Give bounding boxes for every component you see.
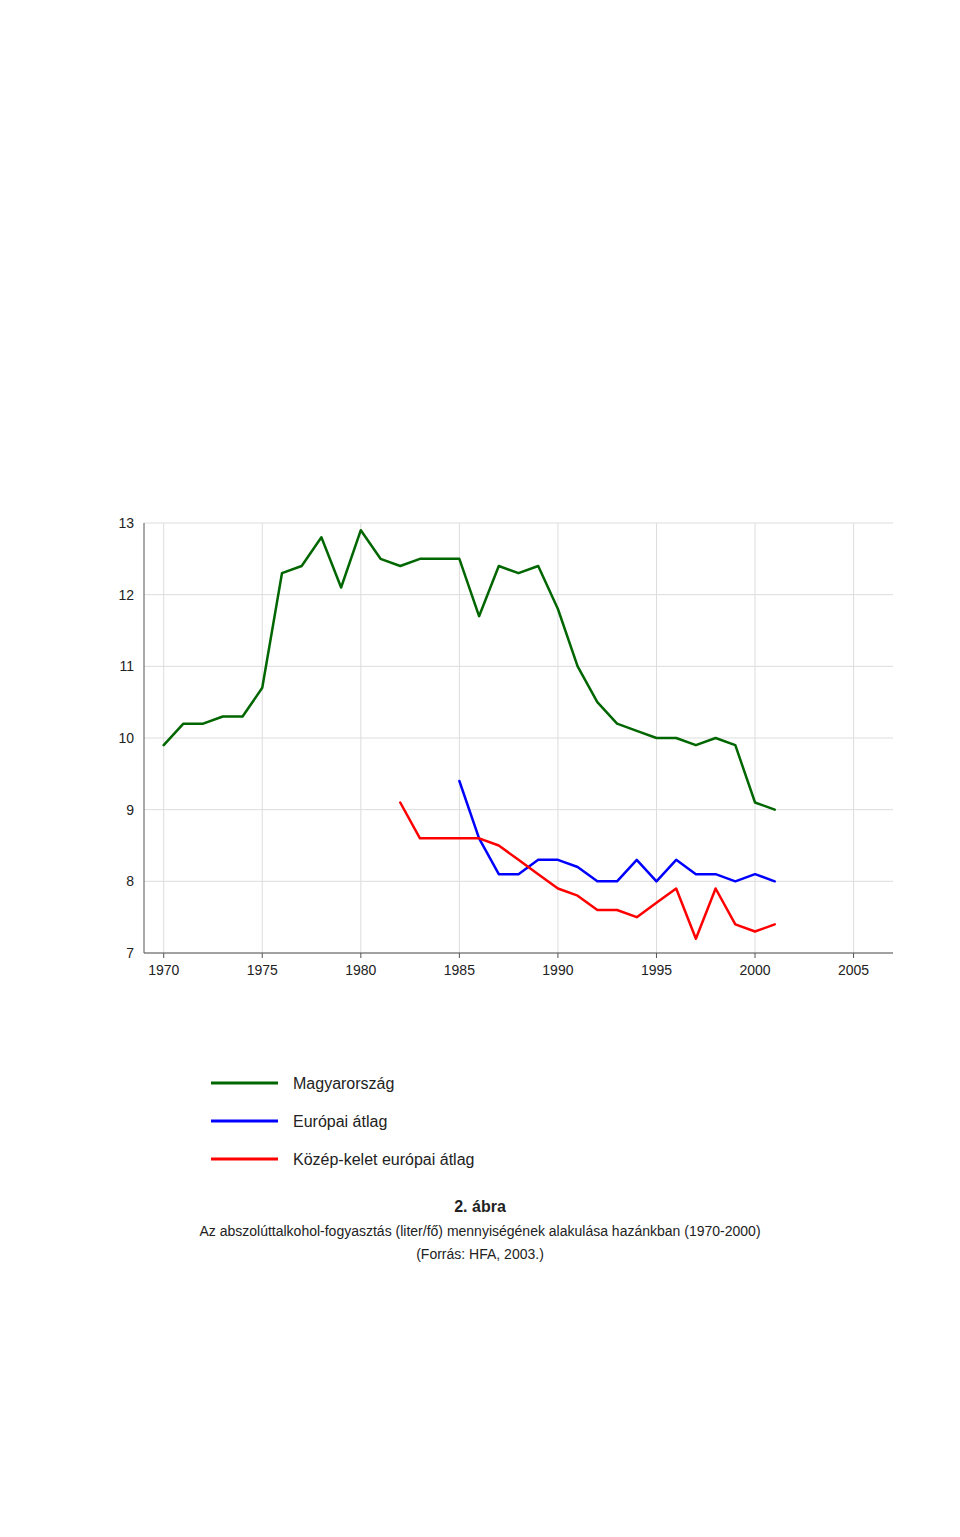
- x-tick-label: 1990: [542, 962, 573, 978]
- y-tick-label: 13: [118, 515, 134, 531]
- x-tick: [163, 953, 164, 958]
- x-tick: [360, 953, 361, 958]
- grid-line-x: [262, 523, 263, 953]
- note: (Forrás: HFA, 2003.): [416, 1246, 544, 1262]
- grid: [144, 523, 893, 953]
- grid-line-y: [144, 809, 893, 810]
- x-tick-label: 1980: [345, 962, 376, 978]
- caption: 2. ábra Az abszolúttalkohol-fogyasztás (l…: [199, 1198, 760, 1262]
- x-tick-label: 1975: [247, 962, 278, 978]
- y-tick-label: 10: [118, 730, 134, 746]
- x-tick-label: 1995: [641, 962, 672, 978]
- y-tick-label: 7: [126, 945, 134, 961]
- subtitle: Az abszolúttalkohol-fogyasztás (liter/fő…: [199, 1223, 760, 1239]
- grid-line-x: [853, 523, 854, 953]
- legend-label: Magyarország: [293, 1075, 394, 1092]
- grid-line-x: [360, 523, 361, 953]
- y-tick-label: 9: [126, 802, 134, 818]
- y-tick-label: 11: [119, 658, 134, 674]
- grid-line-y: [144, 523, 893, 524]
- grid-line-y: [144, 666, 893, 667]
- legend: Magyarország Európai átlag Közép-kelet eur…: [211, 1075, 474, 1168]
- grid-line-y: [144, 881, 893, 882]
- x-tick: [557, 953, 558, 958]
- legend-swatch: [211, 1120, 278, 1123]
- axes: 1970 1975 1980 1985 1990 1995 2000 2005 7 8 9 10 11 1…: [118, 515, 893, 978]
- x-tick-label: 1985: [444, 962, 475, 978]
- legend-swatch: [211, 1082, 278, 1085]
- series-line: [459, 781, 774, 881]
- x-tick: [853, 953, 854, 958]
- x-axis-line: [144, 953, 893, 954]
- x-tick: [459, 953, 460, 958]
- series-line: [164, 530, 775, 810]
- title: 2. ábra: [454, 1198, 506, 1215]
- series-line: [400, 803, 775, 939]
- y-tick-label: 8: [126, 873, 134, 889]
- grid-line-x: [163, 523, 164, 953]
- grid-line-x: [459, 523, 460, 953]
- x-tick: [755, 953, 756, 958]
- grid-line-y: [144, 594, 893, 595]
- grid-line-x: [755, 523, 756, 953]
- y-axis-line: [144, 523, 145, 953]
- legend-label: Európai átlag: [293, 1113, 387, 1130]
- plot-area: [164, 530, 775, 939]
- grid-line-y: [144, 953, 893, 954]
- x-tick-label: 2000: [739, 962, 770, 978]
- grid-line-y: [144, 738, 893, 739]
- x-tick: [656, 953, 657, 958]
- legend-label: Közép-kelet európai átlag: [293, 1151, 474, 1168]
- x-tick-label: 1970: [148, 962, 179, 978]
- y-tick-label: 12: [118, 587, 134, 603]
- x-tick: [262, 953, 263, 958]
- chart: 1970 1975 1980 1985 1990 1995 2000 2005 7 8 9 10 11 1…: [0, 0, 960, 1537]
- legend-swatch: [211, 1158, 278, 1161]
- x-tick-label: 2005: [838, 962, 869, 978]
